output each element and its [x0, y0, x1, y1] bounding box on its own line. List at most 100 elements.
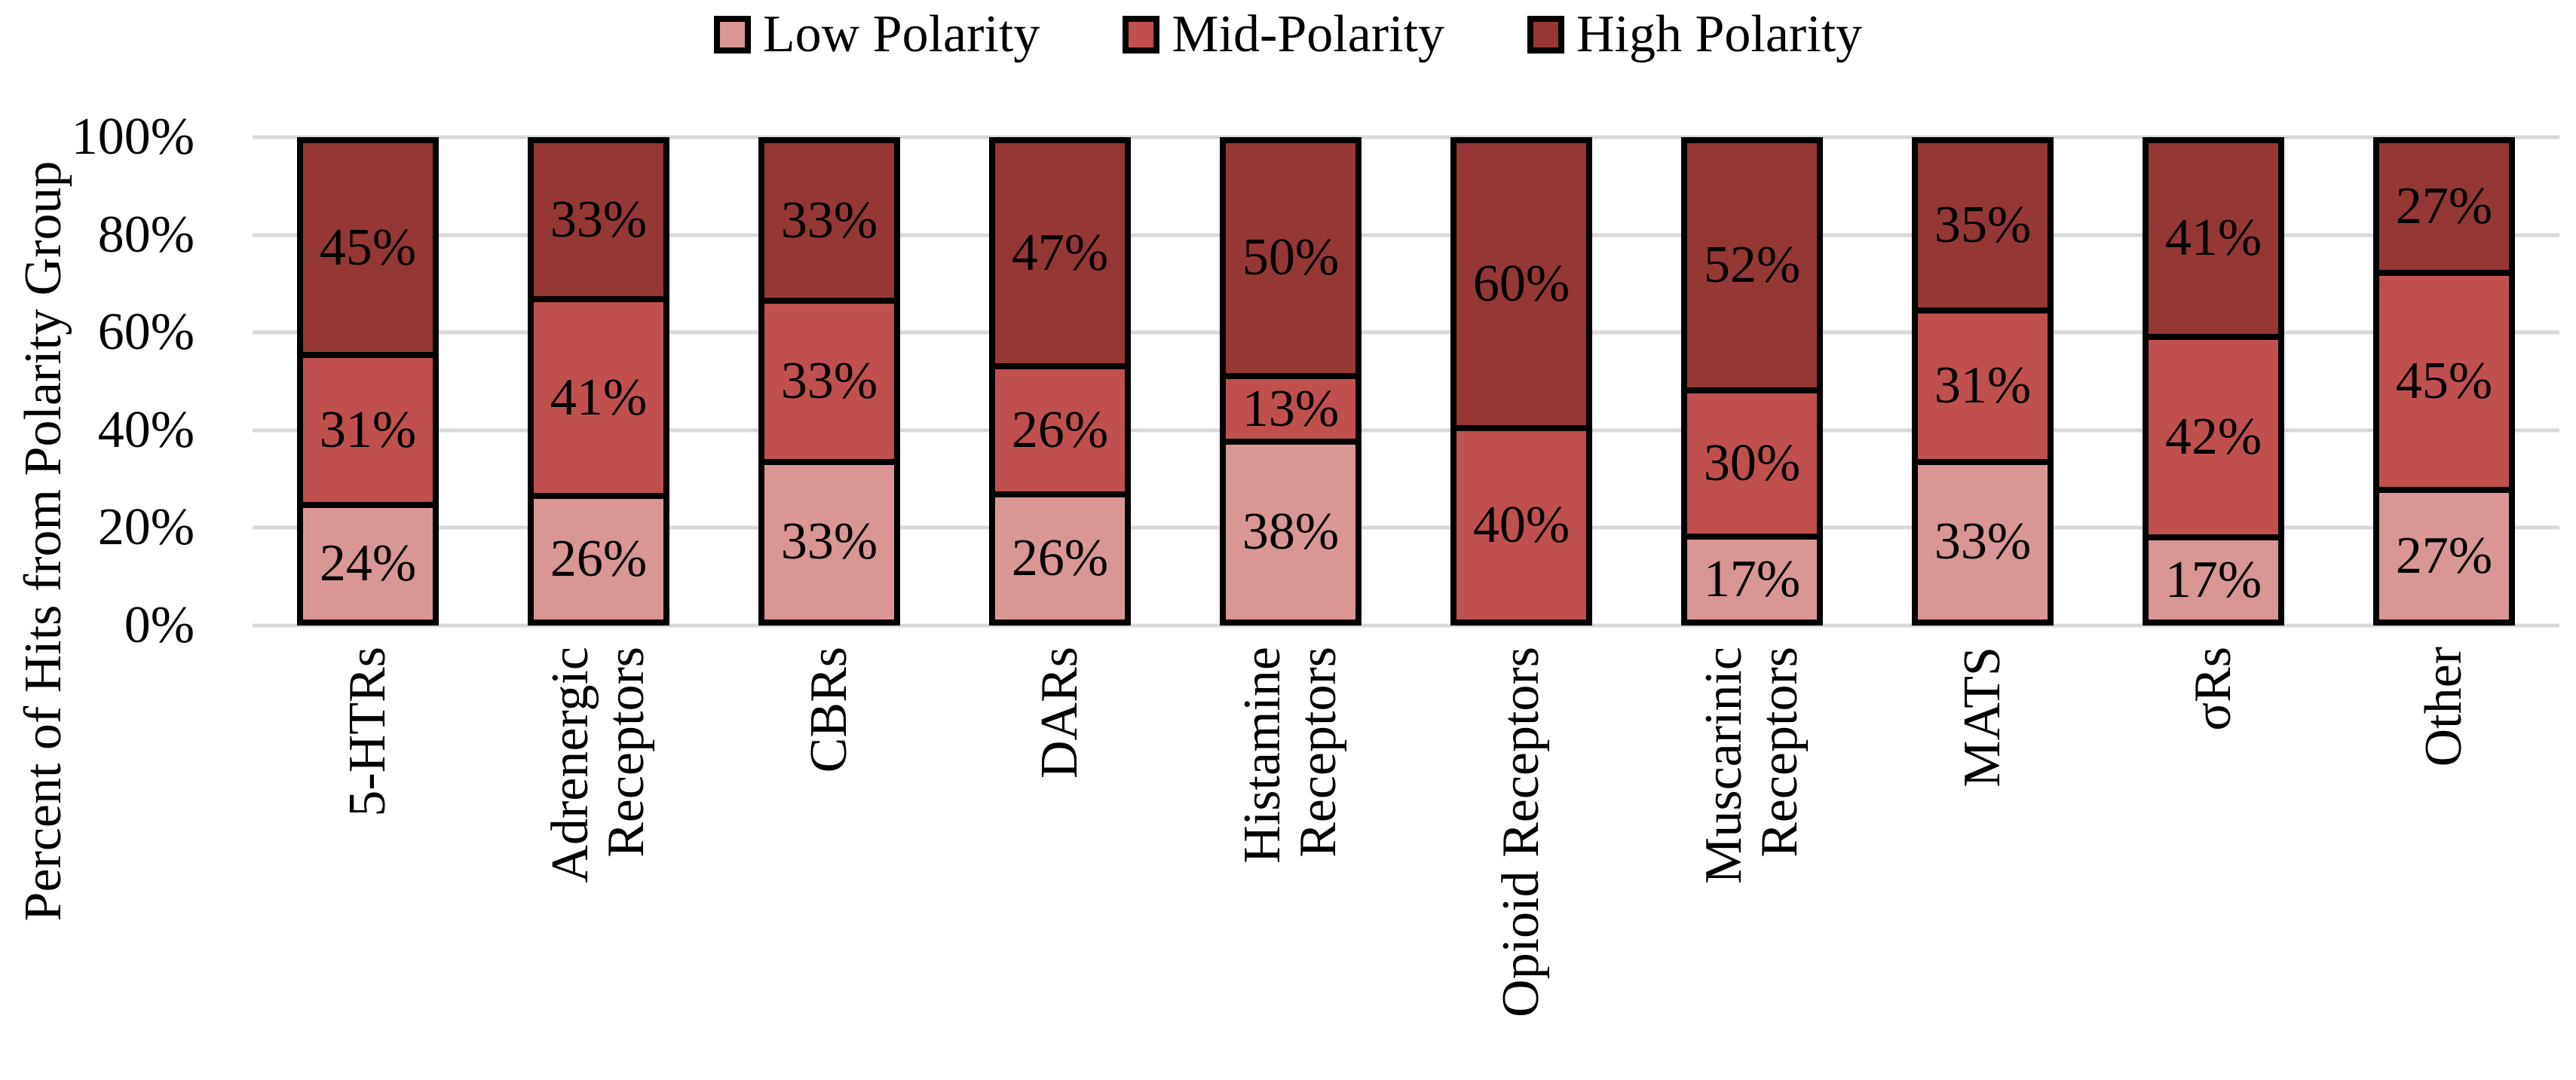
- bar-segment-label: 41%: [2164, 209, 2262, 268]
- bar-segment-label: 27%: [2395, 527, 2493, 585]
- bar-segment-low-polarity: 33%: [764, 458, 894, 620]
- bar-segment-label: 33%: [780, 351, 878, 410]
- bar-segment-mid-polarity: 30%: [1687, 387, 1817, 534]
- legend-swatch-mid-polarity: [1123, 16, 1160, 54]
- x-axis-label-line: Receptors: [597, 647, 655, 858]
- x-axis-cell-5-htrs: 5-HTRs: [253, 647, 483, 1076]
- bar-segment-label: 24%: [319, 534, 417, 593]
- bar-segment-low-polarity: 26%: [995, 491, 1125, 620]
- x-axis-cell-cbrs: CBRs: [714, 647, 945, 1076]
- bar-segment-mid-polarity: 31%: [303, 352, 433, 503]
- y-axis-tick-100: 100%: [71, 108, 195, 166]
- bar-column-adrenergic-receptors: 33% 41% 26%: [483, 137, 714, 626]
- bar-opioid-receptors: 60% 40%: [1450, 137, 1592, 626]
- x-axis-label-opioid-receptors: Opioid Receptors: [1492, 647, 1550, 1069]
- y-axis-tick-60: 60%: [97, 303, 195, 362]
- x-axis-label-mats: MATS: [1953, 647, 2011, 1069]
- bar-5-htrs: 45% 31% 24%: [297, 137, 439, 626]
- bar-column-mats: 35% 31% 33%: [1867, 137, 2098, 626]
- chart-legend: Low Polarity Mid-Polarity High Polarity: [0, 3, 2576, 66]
- bar-segment-label: 26%: [550, 529, 648, 588]
- x-axis-cell-rs: σRs: [2098, 647, 2329, 1076]
- bar-segment-label: 47%: [1011, 224, 1109, 283]
- bar-segment-label: 33%: [780, 191, 878, 249]
- bar-segment-mid-polarity: 42%: [2149, 333, 2278, 535]
- bar-segment-high-polarity: 33%: [534, 143, 663, 297]
- bar-column-muscarinic-receptors: 52% 30% 17%: [1637, 137, 1867, 626]
- bar-segment-low-polarity: 26%: [534, 492, 663, 620]
- bar-segment-label: 33%: [1934, 512, 2032, 571]
- x-axis-label-histamine-receptors: Histamine Receptors: [1233, 647, 1347, 1069]
- bar-segment-label: 38%: [1242, 503, 1340, 561]
- x-axis-label-line: Adrenergic: [541, 647, 599, 883]
- bar-segment-label: 33%: [550, 190, 648, 249]
- legend-swatch-low-polarity: [713, 16, 751, 54]
- bar-segment-high-polarity: 35%: [1918, 143, 2048, 307]
- x-axis-label-cbrs: CBRs: [799, 647, 858, 1069]
- x-axis-label-rs: σRs: [2184, 647, 2242, 1069]
- x-axis-label-5-htrs: 5-HTRs: [338, 647, 397, 1069]
- bar-column-5-htrs: 45% 31% 24%: [253, 137, 483, 626]
- bar-segment-mid-polarity: 40%: [1456, 425, 1586, 620]
- bar-column-dars: 47% 26% 26%: [945, 137, 1175, 626]
- x-axis-label-dars: DARs: [1030, 647, 1089, 1069]
- bar-segment-label: 17%: [1703, 550, 1801, 609]
- x-axis-cell-muscarinic-receptors: Muscarinic Receptors: [1637, 647, 1867, 1076]
- x-axis-label-muscarinic-receptors: Muscarinic Receptors: [1695, 647, 1809, 1069]
- bar-segment-high-polarity: 60%: [1456, 143, 1586, 426]
- x-axis-label-line: Receptors: [1289, 647, 1347, 858]
- x-axis-label-line: DARs: [1030, 647, 1089, 779]
- x-axis-category-labels: 5-HTRs Adrenergic Receptors CBRs DARs Histami…: [253, 647, 2559, 1076]
- bar-segment-mid-polarity: 45%: [2379, 270, 2509, 487]
- bar-segment-high-polarity: 45%: [303, 143, 433, 353]
- bar-segment-low-polarity: 24%: [303, 502, 433, 620]
- x-axis-cell-other: Other: [2329, 647, 2559, 1076]
- y-axis-tick-80: 80%: [97, 205, 195, 264]
- x-axis-label-line: MATS: [1953, 647, 2011, 788]
- bar-column-opioid-receptors: 60% 40%: [1406, 137, 1637, 626]
- y-axis-tick-20: 20%: [97, 498, 195, 557]
- bar-segment-mid-polarity: 33%: [764, 298, 894, 459]
- bar-segment-mid-polarity: 26%: [995, 363, 1125, 492]
- bar-segment-label: 40%: [1472, 496, 1570, 555]
- legend-label: High Polarity: [1576, 5, 1863, 63]
- bar-segment-mid-polarity: 31%: [1918, 307, 2048, 459]
- bar-segment-label: 42%: [2164, 407, 2262, 466]
- legend-item-low-polarity: Low Polarity: [713, 5, 1040, 65]
- bar-segment-label: 30%: [1703, 433, 1801, 492]
- x-axis-label-line: Receptors: [1751, 647, 1809, 858]
- bar-segment-low-polarity: 27%: [2379, 487, 2509, 620]
- plot-area: 45% 31% 24% 33% 41% 26% 33% 33% 33% 47% 26% 26% 50% 1…: [253, 135, 2559, 628]
- x-axis-label-line: Histamine: [1233, 647, 1291, 864]
- legend-label: Mid-Polarity: [1172, 5, 1444, 63]
- bar-segment-low-polarity: 38%: [1226, 439, 1355, 620]
- bar-segment-label: 17%: [2164, 550, 2262, 609]
- bar-segment-label: 50%: [1242, 228, 1340, 287]
- bar-other: 27% 45% 27%: [2373, 137, 2515, 626]
- x-axis-cell-dars: DARs: [945, 647, 1175, 1076]
- bar-segment-label: 26%: [1011, 401, 1109, 460]
- bar-segment-label: 33%: [780, 512, 878, 571]
- bar-column-histamine-receptors: 50% 13% 38%: [1175, 137, 1406, 626]
- y-axis-tick-labels: 100% 80% 60% 40% 20% 0%: [0, 108, 195, 654]
- bar-column-cbrs: 33% 33% 33%: [714, 137, 945, 626]
- x-axis-label-adrenergic-receptors: Adrenergic Receptors: [541, 647, 655, 1069]
- bar-column-rs: 41% 42% 17%: [2098, 137, 2329, 626]
- bar-segment-high-polarity: 47%: [995, 143, 1125, 364]
- bar-segment-high-polarity: 52%: [1687, 143, 1817, 387]
- bar-mats: 35% 31% 33%: [1912, 137, 2054, 626]
- bar-segment-mid-polarity: 41%: [534, 296, 663, 493]
- bar-segment-high-polarity: 27%: [2379, 143, 2509, 270]
- bar-dars: 47% 26% 26%: [989, 137, 1131, 626]
- legend-swatch-high-polarity: [1527, 16, 1564, 54]
- bar-muscarinic-receptors: 52% 30% 17%: [1681, 137, 1823, 626]
- gridline-20: [253, 525, 2559, 530]
- bar-segment-label: 26%: [1011, 529, 1109, 588]
- bar-segment-low-polarity: 17%: [1687, 534, 1817, 620]
- bar-segment-label: 35%: [1934, 195, 2032, 254]
- bar-segment-label: 45%: [319, 218, 417, 277]
- x-axis-label-line: CBRs: [799, 647, 858, 773]
- bar-segment-label: 27%: [2395, 177, 2493, 235]
- bar-segment-label: 52%: [1703, 235, 1801, 294]
